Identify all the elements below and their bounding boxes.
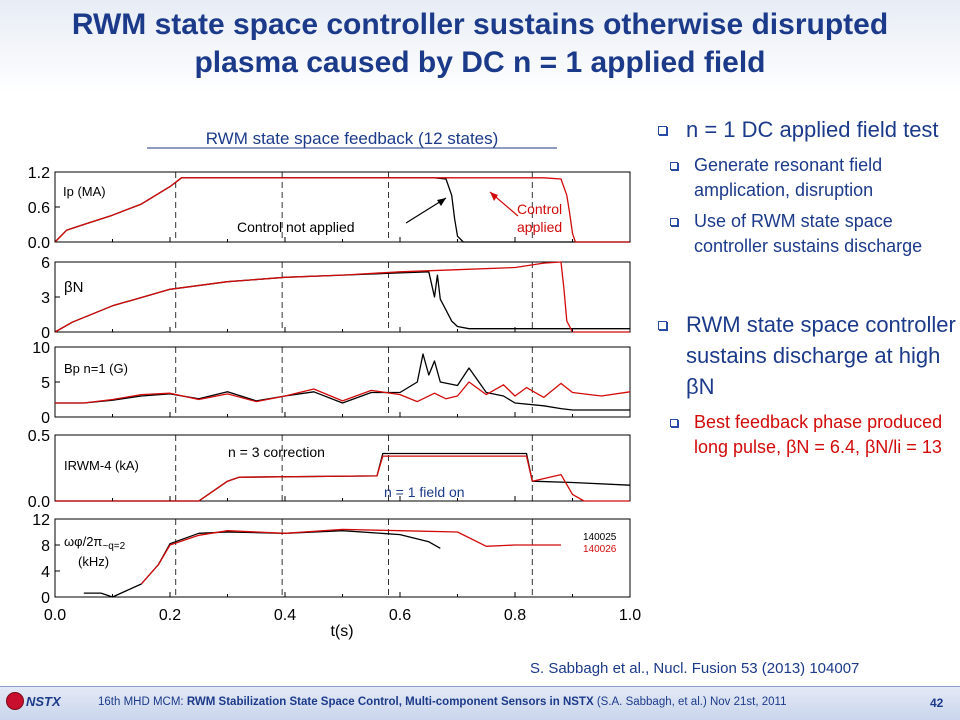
y-tick-label: 0.0: [28, 494, 50, 511]
slide-title-line-2: plasma caused by DC n = 1 applied field: [194, 46, 766, 79]
footer-text: 16th MHD MCM: RWM Stabilization State Sp…: [98, 696, 786, 708]
y-tick-label: 0: [41, 410, 50, 427]
y-tick-label: 0: [41, 325, 50, 342]
y-tick-label: 5: [41, 375, 50, 392]
x-tick-label: 1.0: [619, 607, 641, 624]
omega-label-main: ωφ/2π: [64, 534, 102, 549]
reference-citation: S. Sabbagh et al., Nucl. Fusion 53 (2013…: [530, 660, 860, 677]
y-tick-label: 12: [32, 512, 50, 529]
chart: RWM state space feedback (12 states) 1.2 0…: [28, 129, 641, 640]
footer-bar: [0, 686, 960, 720]
panel-label-ip: Ip (MA): [63, 184, 106, 199]
bullet-2: RWM state space controller sustains disc…: [652, 309, 957, 402]
square-bullet-icon: [670, 162, 678, 170]
series-line-betan-140026: [54, 261, 630, 333]
footer-talk-title: RWM Stabilization State Space Control, M…: [186, 696, 594, 708]
y-tick-label: 0.0: [28, 235, 50, 252]
x-tick-label: 0.2: [159, 607, 181, 624]
series-line-irwm-140026: [55, 455, 630, 502]
slide-title: RWM state space controller sustains othe…: [10, 6, 950, 82]
panel-frame-bp: [54, 346, 631, 418]
sub-bullet-1-1-text: Generate resonant field amplication, dis…: [694, 155, 883, 200]
arrowhead-black-icon: [437, 198, 446, 206]
nstx-logo-icon: [6, 692, 24, 710]
y-tick-label: 6: [41, 255, 50, 272]
panel-label-irwm: IRWM-4 (kA): [64, 458, 139, 473]
slide-title-line-1: RWM state space controller sustains othe…: [71, 8, 889, 41]
arrowhead-red-icon: [490, 192, 498, 201]
panel-frame-irwm: [54, 434, 631, 502]
y-tick-label: 8: [41, 538, 50, 555]
title-band: [0, 0, 960, 94]
legend-shot-140026: 140026: [583, 544, 617, 555]
logo-text: NSTX: [26, 694, 61, 709]
panel-label-omega: ωφ/2π~q=2: [64, 534, 126, 552]
page-number: 42: [930, 696, 944, 710]
y-tick-label: 10: [32, 340, 50, 357]
footer-prefix: 16th MHD MCM:: [98, 696, 187, 708]
y-tick-label: 1.2: [28, 165, 50, 182]
sub-bullet-2-1: Best feedback phase produced long pulse,…: [652, 410, 957, 460]
chart-title: RWM state space feedback (12 states): [206, 129, 499, 148]
panel-label-bp: Bp n=1 (G): [64, 361, 128, 376]
square-bullet-icon: [658, 321, 667, 330]
annotation-control-applied-2: applied: [517, 219, 562, 235]
sub-bullet-1-1: Generate resonant field amplication, dis…: [652, 153, 957, 203]
bullet-1: n = 1 DC applied field test: [652, 114, 957, 145]
series-line-omega-140026: [140, 528, 561, 585]
series-line-bp-140026: [55, 381, 631, 404]
bullet-1-text: n = 1 DC applied field test: [686, 117, 939, 142]
square-bullet-icon: [670, 218, 678, 226]
y-tick-label: 0.5: [28, 428, 50, 445]
series-line-ip-140026: [54, 177, 630, 243]
annotation-n1-field-on: n = 1 field on: [384, 484, 465, 500]
omega-label-sub: ~q=2: [102, 541, 125, 552]
square-bullet-icon: [658, 126, 667, 135]
sub-bullet-1-2-text: Use of RWM state space controller sustai…: [694, 211, 923, 256]
sub-bullet-1-2: Use of RWM state space controller sustai…: [652, 209, 957, 259]
x-axis-label: t(s): [330, 623, 353, 640]
legend-shot-140025: 140025: [583, 532, 617, 543]
y-tick-label: 3: [41, 290, 50, 307]
panel-frame-ip: [54, 171, 631, 243]
y-tick-label: 4: [41, 564, 50, 581]
x-tick-label: 0.6: [389, 607, 411, 624]
bullet-list: n = 1 DC applied field test Generate res…: [652, 114, 957, 466]
panel-label-omega-units: (kHz): [78, 554, 109, 569]
bullet-2-text: RWM state space controller sustains disc…: [686, 312, 956, 399]
square-bullet-icon: [670, 419, 678, 427]
panel-frame-omega: [54, 518, 631, 598]
x-tick-label: 0.0: [44, 607, 66, 624]
annotation-control-applied-1: Control: [517, 201, 562, 217]
y-tick-label: 0.6: [28, 200, 50, 217]
x-tick-label: 0.4: [274, 607, 296, 624]
footer-suffix: (S.A. Sabbagh, et al.) Nov 21st, 2011: [593, 696, 787, 708]
panel-frame-betan: [54, 261, 631, 333]
annotation-n3-correction: n = 3 correction: [228, 444, 325, 460]
sub-bullet-2-1-text: Best feedback phase produced long pulse,…: [694, 412, 943, 457]
panel-label-betan: βN: [64, 279, 83, 296]
x-tick-label: 0.8: [504, 607, 526, 624]
y-tick-label: 0: [41, 590, 50, 607]
annotation-control-not-applied: Control not applied: [237, 219, 355, 235]
